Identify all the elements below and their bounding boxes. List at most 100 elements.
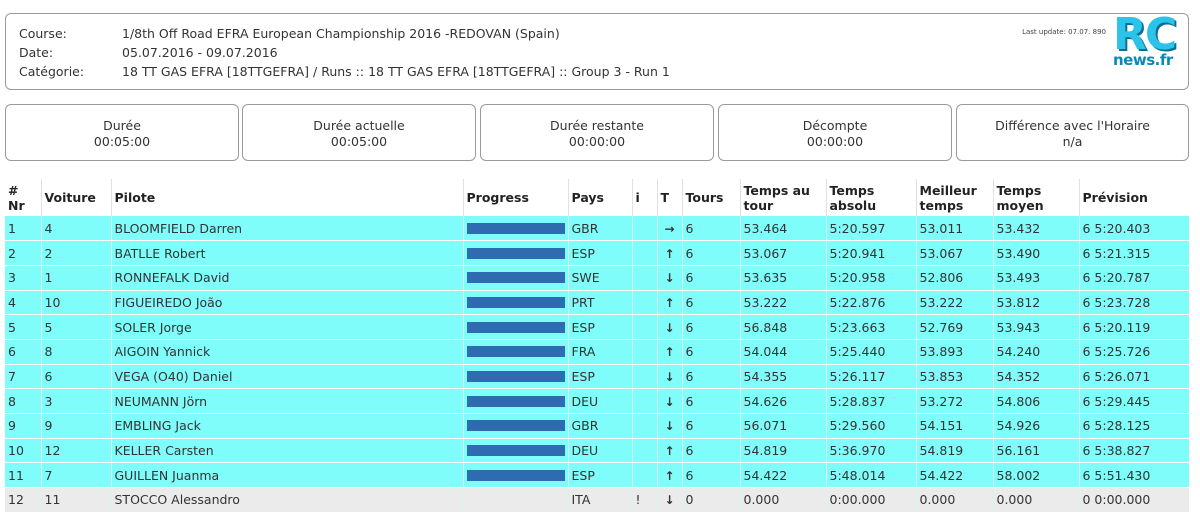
cell-lap-time: 54.355 <box>739 364 826 390</box>
cell-average-time: 54.926 <box>992 413 1079 439</box>
cell-absolute-time: 5:36.970 <box>825 438 916 464</box>
table-row[interactable]: 9 9 EMBLING Jack GBR ↓ 6 56.071 5:29.560 54.151 5… <box>5 413 1189 439</box>
arrow-down-icon: ↓ <box>664 419 675 434</box>
col-lap-time[interactable]: Temps au tour <box>739 179 826 216</box>
col-average-time[interactable]: Temps moyen <box>992 179 1079 216</box>
col-tours[interactable]: Tours <box>681 179 740 216</box>
stat-value: 00:00:00 <box>568 134 626 149</box>
table-row[interactable]: 11 7 GUILLEN Juanma ESP ↑ 6 54.422 5:48.014 54.4… <box>5 462 1189 489</box>
category-label: Catégorie: <box>19 64 85 79</box>
cell-prevision: 6 5:26.071 <box>1078 364 1189 390</box>
cell-progress <box>462 265 568 291</box>
table-row[interactable]: 1 4 BLOOMFIELD Darren GBR → 6 53.464 5:20.597 53… <box>5 216 1189 242</box>
cell-tours: 6 <box>681 438 740 464</box>
cell-absolute-time: 5:48.014 <box>825 462 916 489</box>
cell-pilote: BATLLE Robert <box>110 240 463 266</box>
table-row[interactable]: 7 6 VEGA (O40) Daniel ESP ↓ 6 54.355 5:26.117 53… <box>5 364 1189 390</box>
cell-prevision: 0 0:00.000 <box>1078 487 1189 513</box>
cell-trend: → <box>656 216 682 242</box>
stat-schedule-difference: Différence avec l'Horaire n/a <box>956 104 1189 161</box>
category-value: 18 TT GAS EFRA [18TTGEFRA] / Runs :: 18 … <box>122 64 670 79</box>
cell-voiture: 9 <box>40 413 111 439</box>
progress-bar <box>466 321 565 333</box>
cell-prevision: 6 5:20.403 <box>1078 216 1189 242</box>
col-trend[interactable]: T <box>656 179 682 216</box>
col-absolute-time[interactable]: Temps absolu <box>825 179 916 216</box>
arrow-down-icon: ↓ <box>664 320 675 335</box>
arrow-up-icon: ↑ <box>664 246 675 261</box>
cell-info <box>631 339 657 365</box>
table-row[interactable]: 6 8 AIGOIN Yannick FRA ↑ 6 54.044 5:25.440 53.89… <box>5 339 1189 365</box>
cell-trend: ↓ <box>656 487 682 513</box>
cell-absolute-time: 5:22.876 <box>825 290 916 316</box>
col-voiture[interactable]: Voiture <box>40 179 111 216</box>
stat-current-duration: Durée actuelle 00:05:00 <box>242 104 476 161</box>
cell-voiture: 7 <box>40 462 111 489</box>
category-row: Catégorie: 18 TT GAS EFRA [18TTGEFRA] / R… <box>19 64 670 79</box>
cell-tours: 6 <box>681 216 740 242</box>
cell-absolute-time: 5:25.440 <box>825 339 916 365</box>
cell-lap-time: 54.044 <box>739 339 826 365</box>
date-value: 05.07.2016 - 09.07.2016 <box>122 45 278 60</box>
table-row[interactable]: 5 5 SOLER Jorge ESP ↓ 6 56.848 5:23.663 52.769 53… <box>5 314 1189 340</box>
arrow-down-icon: ↓ <box>664 369 675 384</box>
cell-average-time: 54.352 <box>992 364 1079 390</box>
col-pilote[interactable]: Pilote <box>110 179 463 216</box>
col-best-time[interactable]: Meilleur temps <box>915 179 993 216</box>
cell-voiture: 1 <box>40 265 111 291</box>
table-row[interactable]: 3 1 RONNEFALK David SWE ↓ 6 53.635 5:20.958 52.8… <box>5 265 1189 291</box>
cell-trend: ↓ <box>656 413 682 439</box>
date-row: Date: 05.07.2016 - 09.07.2016 <box>19 45 278 60</box>
cell-pilote: EMBLING Jack <box>110 413 463 439</box>
table-row[interactable]: 10 12 KELLER Carsten DEU ↑ 6 54.819 5:36.970 54.… <box>5 438 1189 464</box>
cell-pays: FRA <box>567 339 632 365</box>
col-prevision[interactable]: Prévision <box>1078 179 1189 216</box>
table-row[interactable]: 2 2 BATLLE Robert ESP ↑ 6 53.067 5:20.941 53.067… <box>5 240 1189 266</box>
cell-pays: SWE <box>567 265 632 291</box>
table-header-row: # Nr Voiture Pilote Progress Pays i T To… <box>5 179 1189 216</box>
col-info[interactable]: i <box>631 179 657 216</box>
cell-info: ! <box>631 487 657 513</box>
cell-absolute-time: 5:20.958 <box>825 265 916 291</box>
cell-trend: ↑ <box>656 339 682 365</box>
progress-bar <box>466 247 565 259</box>
cell-tours: 6 <box>681 388 740 414</box>
cell-prevision: 6 5:51.430 <box>1078 462 1189 489</box>
cell-trend: ↓ <box>656 364 682 390</box>
table-row[interactable]: 12 11 STOCCO Alessandro ITA! ↓ 0 0.000 0:00.000… <box>5 487 1189 513</box>
cell-lap-time: 53.067 <box>739 240 826 266</box>
cell-absolute-time: 5:29.560 <box>825 413 916 439</box>
cell-best-time: 52.806 <box>915 265 993 291</box>
cell-info <box>631 438 657 464</box>
col-progress[interactable]: Progress <box>462 179 568 216</box>
cell-average-time: 53.812 <box>992 290 1079 316</box>
cell-prevision: 6 5:25.726 <box>1078 339 1189 365</box>
progress-bar <box>466 296 565 308</box>
cell-average-time: 58.002 <box>992 462 1079 489</box>
cell-pilote: AIGOIN Yannick <box>110 339 463 365</box>
cell-tours: 6 <box>681 462 740 489</box>
cell-progress <box>462 364 568 390</box>
col-nr[interactable]: # Nr <box>5 179 41 216</box>
cell-lap-time: 53.464 <box>739 216 826 242</box>
cell-prevision: 6 5:20.119 <box>1078 314 1189 340</box>
cell-prevision: 6 5:23.728 <box>1078 290 1189 316</box>
cell-best-time: 53.067 <box>915 240 993 266</box>
cell-average-time: 0.000 <box>992 487 1079 513</box>
cell-progress <box>462 438 568 464</box>
cell-tours: 6 <box>681 240 740 266</box>
cell-lap-time: 53.635 <box>739 265 826 291</box>
cell-pays: ESP <box>567 462 632 489</box>
col-pays[interactable]: Pays <box>567 179 632 216</box>
cell-pilote: KELLER Carsten <box>110 438 463 464</box>
arrow-up-icon: ↑ <box>664 295 675 310</box>
cell-absolute-time: 5:23.663 <box>825 314 916 340</box>
cell-absolute-time: 5:20.597 <box>825 216 916 242</box>
table-row[interactable]: 4 10 FIGUEIREDO João PRT ↑ 6 53.222 5:22.876 53.… <box>5 290 1189 316</box>
cell-prevision: 6 5:38.827 <box>1078 438 1189 464</box>
cell-best-time: 54.151 <box>915 413 993 439</box>
cell-lap-time: 53.222 <box>739 290 826 316</box>
cell-prevision: 6 5:28.125 <box>1078 413 1189 439</box>
table-row[interactable]: 8 3 NEUMANN Jörn DEU ↓ 6 54.626 5:28.837 53.272 5… <box>5 388 1189 414</box>
cell-nr: 8 <box>5 388 41 414</box>
